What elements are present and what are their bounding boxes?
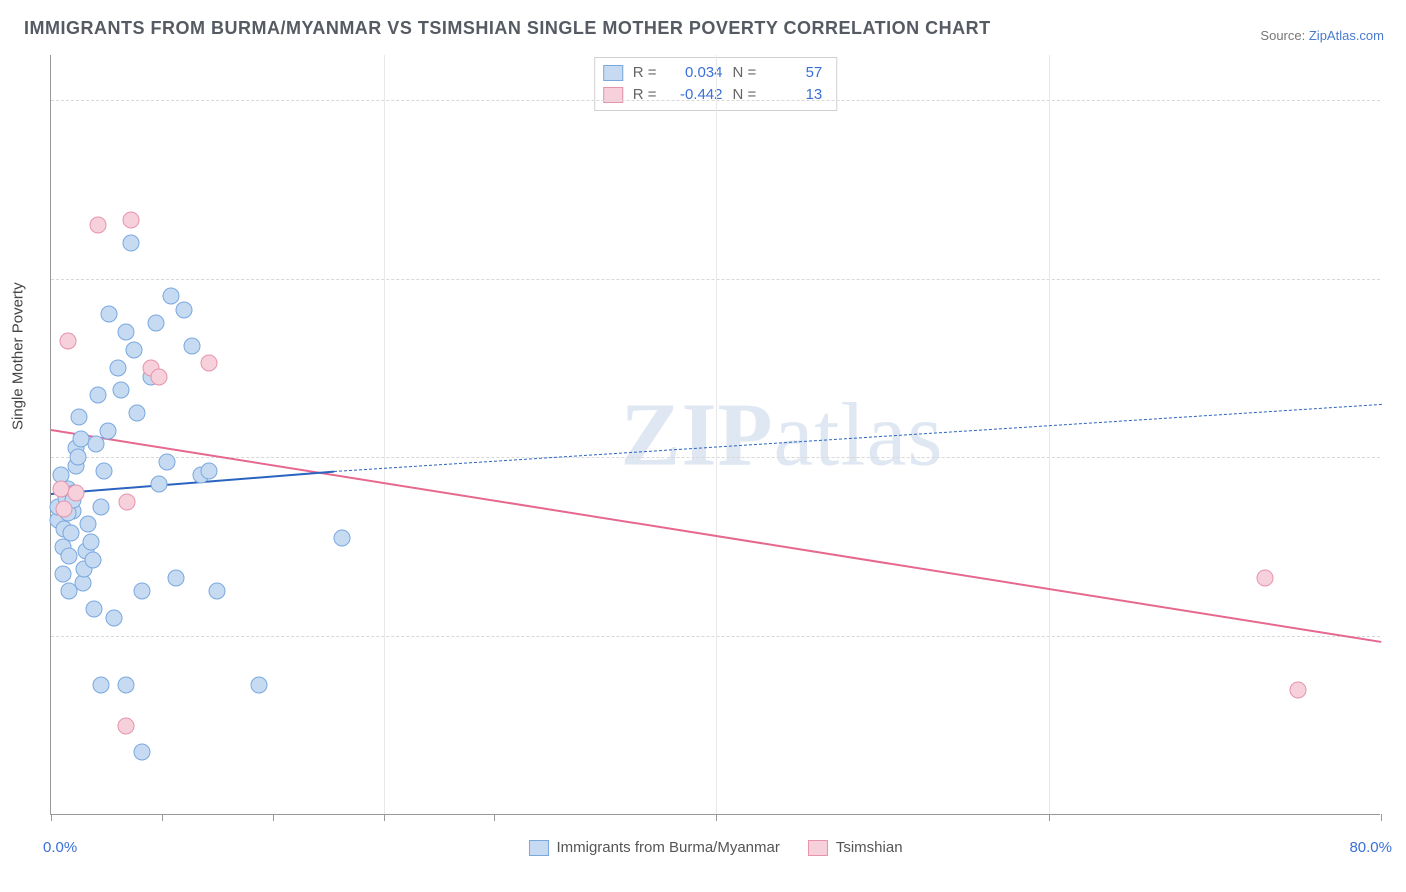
legend-item-2: Tsimshian <box>808 839 903 856</box>
marker-series1 <box>79 516 96 533</box>
marker-series1 <box>109 359 126 376</box>
marker-series2 <box>89 216 106 233</box>
marker-series2 <box>119 494 136 511</box>
marker-series1 <box>89 386 106 403</box>
marker-series1 <box>117 324 134 341</box>
marker-series1 <box>159 453 176 470</box>
swatch-series1 <box>528 840 548 856</box>
legend-label-2: Tsimshian <box>836 839 903 856</box>
marker-series2 <box>56 501 73 518</box>
swatch-series2 <box>808 840 828 856</box>
n-label: N = <box>733 62 757 84</box>
source-label: Source: <box>1260 28 1305 43</box>
marker-series2 <box>200 355 217 372</box>
marker-series2 <box>67 485 84 502</box>
marker-series1 <box>61 547 78 564</box>
source-attribution: Source: ZipAtlas.com <box>1260 28 1384 43</box>
legend-label-1: Immigrants from Burma/Myanmar <box>556 839 779 856</box>
x-max-label: 80.0% <box>1349 839 1392 856</box>
stats-row-series1: R = 0.034 N = 57 <box>603 62 823 84</box>
x-tick <box>162 814 163 821</box>
regression-line <box>334 404 1381 472</box>
n-label: N = <box>733 84 757 106</box>
x-tick <box>273 814 274 821</box>
swatch-series1 <box>603 65 623 81</box>
marker-series2 <box>1289 681 1306 698</box>
stats-row-series2: R = -0.442 N = 13 <box>603 84 823 106</box>
marker-series1 <box>84 552 101 569</box>
marker-series1 <box>82 534 99 551</box>
marker-series1 <box>101 306 118 323</box>
marker-series2 <box>122 212 139 229</box>
marker-series1 <box>96 462 113 479</box>
x-tick <box>384 814 385 821</box>
r-value-2: -0.442 <box>667 84 723 106</box>
gridline-v <box>1049 55 1050 814</box>
gridline-v <box>716 55 717 814</box>
series-legend: Immigrants from Burma/Myanmar Tsimshian <box>528 839 902 856</box>
marker-series1 <box>167 570 184 587</box>
marker-series1 <box>71 409 88 426</box>
marker-series1 <box>69 449 86 466</box>
marker-series1 <box>162 288 179 305</box>
marker-series1 <box>92 498 109 515</box>
marker-series1 <box>129 404 146 421</box>
marker-series1 <box>117 677 134 694</box>
marker-series1 <box>176 301 193 318</box>
marker-series1 <box>134 744 151 761</box>
marker-series1 <box>87 435 104 452</box>
marker-series1 <box>54 565 71 582</box>
legend-item-1: Immigrants from Burma/Myanmar <box>528 839 779 856</box>
gridline-v <box>384 55 385 814</box>
x-tick <box>716 814 717 821</box>
plot-area: ZIPatlas R = 0.034 N = 57 R = -0.442 N =… <box>50 55 1380 815</box>
n-value-2: 13 <box>766 84 822 106</box>
marker-series1 <box>151 476 168 493</box>
marker-series1 <box>209 583 226 600</box>
y-axis-label: Single Mother Poverty <box>10 282 27 430</box>
r-value-1: 0.034 <box>667 62 723 84</box>
marker-series1 <box>147 315 164 332</box>
marker-series1 <box>86 601 103 618</box>
marker-series2 <box>1256 570 1273 587</box>
marker-series1 <box>184 337 201 354</box>
marker-series1 <box>92 677 109 694</box>
marker-series1 <box>134 583 151 600</box>
r-label: R = <box>633 84 657 106</box>
x-tick <box>494 814 495 821</box>
source-link[interactable]: ZipAtlas.com <box>1309 28 1384 43</box>
marker-series1 <box>126 342 143 359</box>
x-min-label: 0.0% <box>43 839 77 856</box>
marker-series1 <box>122 234 139 251</box>
r-label: R = <box>633 62 657 84</box>
marker-series1 <box>112 382 129 399</box>
marker-series1 <box>250 677 267 694</box>
x-tick <box>1381 814 1382 821</box>
marker-series2 <box>117 717 134 734</box>
marker-series1 <box>200 462 217 479</box>
x-tick <box>1049 814 1050 821</box>
marker-series1 <box>333 529 350 546</box>
marker-series1 <box>62 525 79 542</box>
x-tick <box>51 814 52 821</box>
marker-series2 <box>59 333 76 350</box>
n-value-1: 57 <box>766 62 822 84</box>
marker-series1 <box>106 610 123 627</box>
marker-series2 <box>151 368 168 385</box>
chart-title: IMMIGRANTS FROM BURMA/MYANMAR VS TSIMSHI… <box>24 18 991 39</box>
marker-series1 <box>99 422 116 439</box>
